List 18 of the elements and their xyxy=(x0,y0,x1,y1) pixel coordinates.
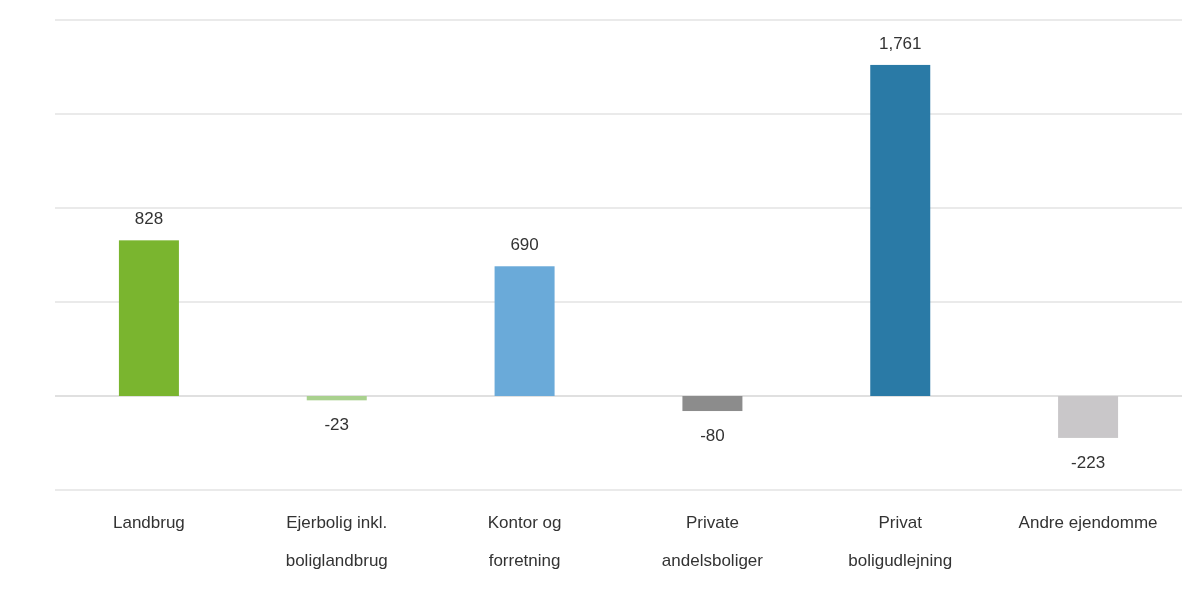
data-label: 1,761 xyxy=(878,33,922,53)
x-tick-label: Kontor og forretning xyxy=(487,513,562,570)
data-label: 828 xyxy=(134,209,164,229)
bar xyxy=(682,396,743,412)
data-label: -223 xyxy=(1071,452,1106,472)
bar xyxy=(870,64,931,396)
x-tick-label: Landbrug xyxy=(112,513,185,532)
x-tick-label: Andre ejendomme xyxy=(1018,513,1158,532)
x-tick-label: Privat boligudlejning xyxy=(848,513,953,570)
bar xyxy=(1058,396,1119,438)
data-label: -23 xyxy=(324,415,350,435)
data-label: -80 xyxy=(700,426,725,446)
bar xyxy=(118,240,179,396)
x-tick-label: Private andelsboliger xyxy=(661,513,764,570)
x-tick-label: Ejerbolig inkl. boliglandbrug xyxy=(285,513,388,570)
data-label: 690 xyxy=(510,235,539,255)
bar xyxy=(494,266,555,396)
bar xyxy=(306,396,367,401)
